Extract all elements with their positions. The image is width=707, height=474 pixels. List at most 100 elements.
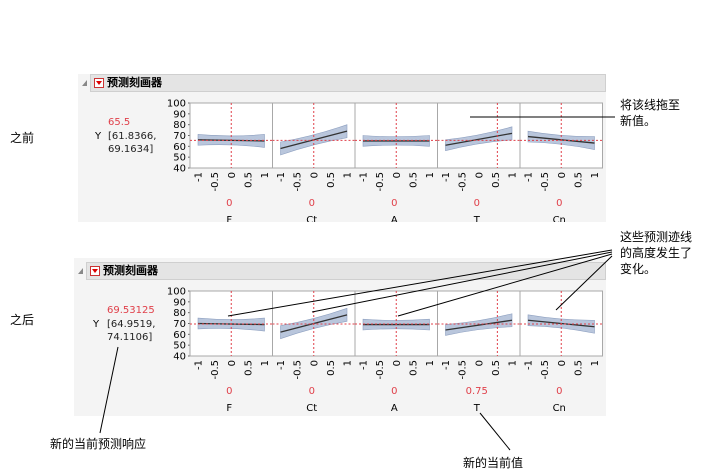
red-triangle-menu-icon[interactable]	[90, 266, 100, 276]
x-tick-label: 0	[474, 360, 485, 366]
confidence-interval-after: [64.9519, 74.1106]	[107, 318, 155, 344]
factor-name: T	[473, 215, 481, 222]
annotation-drag-line: 将该线拖至 新值。	[620, 97, 680, 129]
y-tick-label: 60	[173, 330, 186, 341]
x-tick-label: -1	[441, 360, 452, 370]
disclosure-triangle-icon[interactable]	[82, 80, 87, 86]
y-tick-label: 50	[173, 153, 186, 164]
x-tick-label: 0	[392, 172, 403, 178]
factor-name: Ct	[306, 215, 317, 222]
annotation-new-response: 新的当前预测响应	[50, 437, 147, 451]
x-tick-label: 1	[260, 360, 271, 366]
y-tick-label: 40	[173, 352, 186, 363]
y-tick-label: 50	[173, 341, 186, 352]
x-tick-label: 0.5	[491, 172, 502, 188]
x-tick-label: 0.5	[326, 172, 337, 188]
x-tick-label: 1	[508, 172, 519, 178]
annotation-traces: 这些预测迹线 的高度发生了 变化。	[620, 229, 692, 277]
factor-current-value[interactable]: 0	[391, 198, 397, 209]
disclosure-triangle-icon[interactable]	[78, 268, 83, 274]
confidence-interval-before: [61.8366, 69.1634]	[108, 130, 156, 156]
factor-name: F	[226, 403, 232, 414]
x-tick-label: 0.5	[573, 360, 584, 376]
factor-current-value[interactable]: 0	[391, 386, 397, 397]
annotation-new-value: 新的当前值	[463, 456, 524, 470]
x-tick-label: -1	[359, 172, 370, 182]
factor-current-value[interactable]: 0	[309, 198, 315, 209]
predicted-value-before: 65.5	[108, 117, 131, 128]
x-tick-label: 0	[392, 360, 403, 366]
x-tick-label: 1	[260, 172, 271, 178]
factor-current-value[interactable]: 0	[556, 386, 562, 397]
x-tick-label: 0	[474, 172, 485, 178]
x-tick-label: 0.5	[243, 172, 254, 188]
response-label-after: Y	[93, 319, 100, 330]
prediction-trace	[445, 132, 513, 146]
label-before: 之前	[10, 131, 35, 145]
factor-current-value[interactable]: 0	[226, 386, 232, 397]
factor-plot-cn: -1 -0.5 0 0.5 1 0 Cn	[519, 290, 603, 414]
x-tick-label: 1	[590, 360, 601, 366]
factor-current-value[interactable]: 0	[474, 198, 480, 209]
panel-titlebar-before	[90, 74, 606, 92]
x-tick-label: 0.5	[326, 360, 337, 376]
factor-name: F	[226, 215, 232, 222]
factor-current-value[interactable]: 0	[556, 198, 562, 209]
leader-trace-f	[227, 249, 613, 317]
x-tick-label: -1	[524, 172, 535, 182]
x-tick-label: -0.5	[375, 360, 386, 380]
x-tick-label: -1	[359, 360, 370, 370]
factor-plot-t: -1 -0.5 0 0.5 1 0 T	[437, 102, 521, 222]
x-tick-label: 0	[309, 172, 320, 178]
ci-line2-after: 74.1106]	[107, 332, 153, 343]
response-label-before: Y	[95, 131, 102, 142]
y-tick-label: 70	[173, 319, 186, 330]
ci-line1-before: [61.8366,	[108, 131, 157, 142]
factor-current-value[interactable]: 0	[226, 198, 232, 209]
x-tick-label: -1	[194, 172, 205, 182]
y-tick-label: 80	[173, 120, 186, 131]
factor-current-value[interactable]: 0.75	[466, 386, 488, 397]
predicted-value-after: 69.53125	[107, 305, 155, 316]
y-tick-label: 40	[173, 164, 186, 175]
panel-title-before: 预测刻画器	[107, 76, 162, 89]
annotation-drag-line-1: 将该线拖至	[620, 98, 681, 112]
x-tick-label: 1	[343, 360, 354, 366]
x-tick-label: -1	[194, 360, 205, 370]
y-tick-label: 60	[173, 142, 186, 153]
red-triangle-menu-icon[interactable]	[94, 78, 104, 88]
x-tick-label: -0.5	[210, 172, 221, 192]
x-tick-label: 1	[343, 172, 354, 178]
panel-title-after: 预测刻画器	[103, 264, 158, 277]
x-tick-label: 0	[227, 360, 238, 366]
factor-name: T	[473, 403, 481, 414]
x-tick-label: -0.5	[293, 360, 304, 380]
factor-plot-cn: -1 -0.5 0 0.5 1 0 Cn	[519, 102, 603, 222]
x-tick-label: 0	[227, 172, 238, 178]
prediction-trace	[445, 319, 513, 331]
x-tick-label: 1	[425, 172, 436, 178]
x-tick-label: -0.5	[458, 360, 469, 380]
x-tick-label: -0.5	[458, 172, 469, 192]
annotation-traces-3: 变化。	[620, 262, 657, 276]
leader-new-value	[479, 412, 511, 451]
leader-trace-t	[397, 253, 613, 317]
factor-plot-a: -1 -0.5 0 0.5 1 0 A	[354, 290, 438, 414]
x-tick-label: 0.5	[491, 360, 502, 376]
factor-name: A	[391, 215, 398, 222]
annotation-drag-line-2: 新值。	[620, 114, 657, 128]
y-tick-label: 100	[167, 99, 186, 110]
factor-name: Cn	[553, 215, 566, 222]
ci-line1-after: [64.9519,	[107, 319, 156, 330]
label-after: 之后	[10, 313, 35, 327]
x-tick-label: -0.5	[540, 360, 551, 380]
x-tick-label: 0.5	[408, 360, 419, 376]
factor-name: Ct	[306, 403, 317, 414]
x-tick-label: -0.5	[210, 360, 221, 380]
annotation-traces-2: 的高度发生了	[620, 246, 693, 260]
factor-current-value[interactable]: 0	[309, 386, 315, 397]
x-tick-label: -0.5	[375, 172, 386, 192]
leader-new-response	[99, 346, 119, 434]
